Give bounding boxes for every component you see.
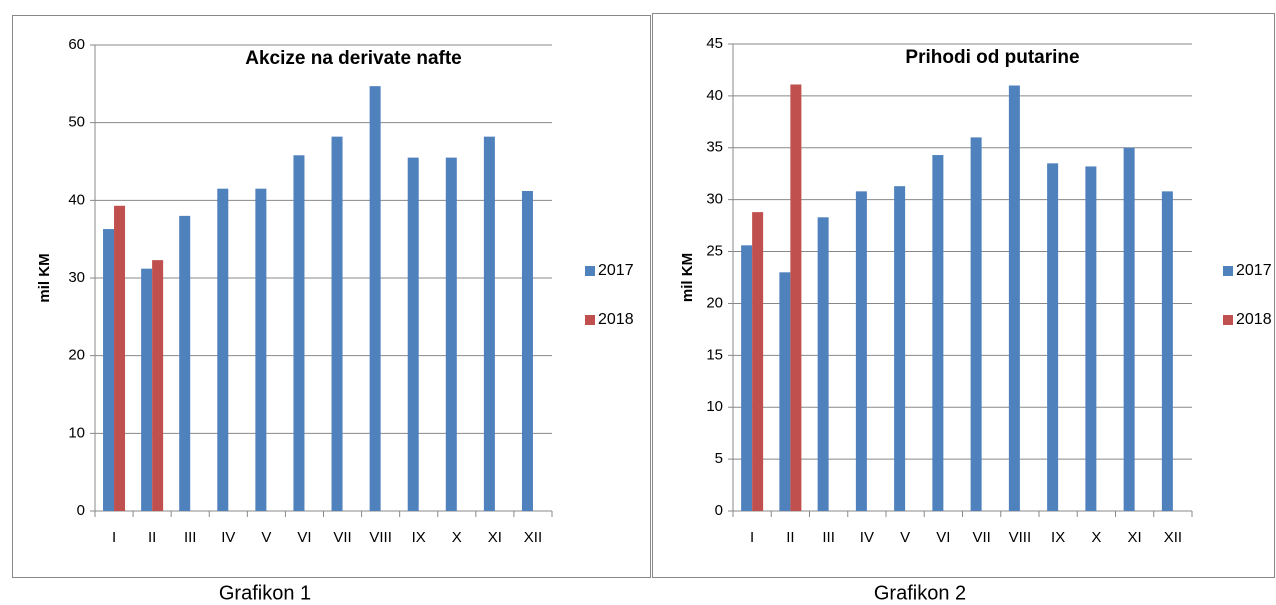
y-tick-label: 35 [706,139,723,156]
bar [1085,166,1097,512]
legend-label: 2017 [1236,262,1272,279]
y-tick-label: 20 [706,294,723,311]
chart-border [12,15,651,578]
bar [445,157,457,511]
y-tick-label: 10 [706,398,723,415]
x-tick-label: V [261,529,271,546]
bar [483,136,495,511]
bar [255,188,267,511]
x-tick-label: VII [972,529,990,546]
x-tick-label: II [786,529,794,546]
y-tick-label: 0 [715,502,723,519]
x-tick-label: VIII [369,529,392,546]
y-tick-label: 50 [68,114,85,131]
bar [293,155,305,511]
bar [521,191,533,511]
legend-swatch [1223,266,1233,276]
bar [103,229,115,511]
y-tick-label: 5 [715,450,723,467]
y-tick-label: 20 [68,347,85,364]
legend-swatch [585,315,595,325]
x-tick-label: VI [936,529,950,546]
legend-label: 2018 [1236,311,1272,328]
x-tick-label: IV [860,529,874,546]
bar [741,245,753,511]
x-tick-label: IX [1051,529,1065,546]
x-tick-label: IV [221,529,235,546]
bar [1161,191,1173,511]
x-tick-label: XI [1128,529,1142,546]
bar [970,137,982,511]
x-tick-label: I [750,529,754,546]
bar [1008,85,1020,511]
y-tick-label: 60 [68,36,85,53]
caption: Grafikon 2 [874,582,966,604]
bar [369,86,381,511]
bar [217,188,229,511]
y-axis-label: mil KM [36,253,53,302]
y-tick-label: 40 [68,191,85,208]
caption: Grafikon 1 [219,582,311,604]
bar [817,217,829,511]
y-tick-label: 0 [77,502,85,519]
x-tick-label: VII [333,529,351,546]
y-tick-label: 30 [706,191,723,208]
x-tick-label: VIII [1009,529,1032,546]
chart-title: Prihodi od putarine [905,47,1079,68]
x-tick-label: V [900,529,910,546]
y-tick-label: 40 [706,87,723,104]
x-tick-label: III [184,529,197,546]
legend-label: 2018 [598,311,634,328]
x-tick-label: XII [1164,529,1182,546]
x-tick-label: XII [524,529,542,546]
y-tick-label: 15 [706,346,723,363]
bar [1123,147,1135,511]
bar [1047,163,1059,511]
bar [932,155,944,511]
bar [779,272,791,511]
y-tick-label: 25 [706,243,723,260]
x-tick-label: II [148,529,156,546]
legend-label: 2017 [598,262,634,279]
x-tick-label: XI [488,529,502,546]
x-tick-label: VI [297,529,311,546]
legend-swatch [585,266,595,276]
x-tick-label: X [452,529,462,546]
x-tick-label: X [1091,529,1101,546]
y-tick-label: 45 [706,35,723,52]
x-tick-label: I [112,529,116,546]
legend-swatch [1223,315,1233,325]
x-tick-label: III [822,529,835,546]
chart-title: Akcize na derivate nafte [245,48,461,69]
bar [752,212,764,511]
bar [179,215,191,511]
chart-border [652,13,1275,578]
bar [331,136,343,511]
x-tick-label: IX [412,529,426,546]
bar [152,260,164,511]
y-axis-label: mil KM [679,253,696,302]
bar [114,205,126,511]
y-tick-label: 30 [68,269,85,286]
bar [855,191,867,511]
bar [141,268,153,511]
bar [790,84,802,512]
y-tick-label: 10 [68,424,85,441]
bar [894,186,906,512]
bar [407,157,419,511]
